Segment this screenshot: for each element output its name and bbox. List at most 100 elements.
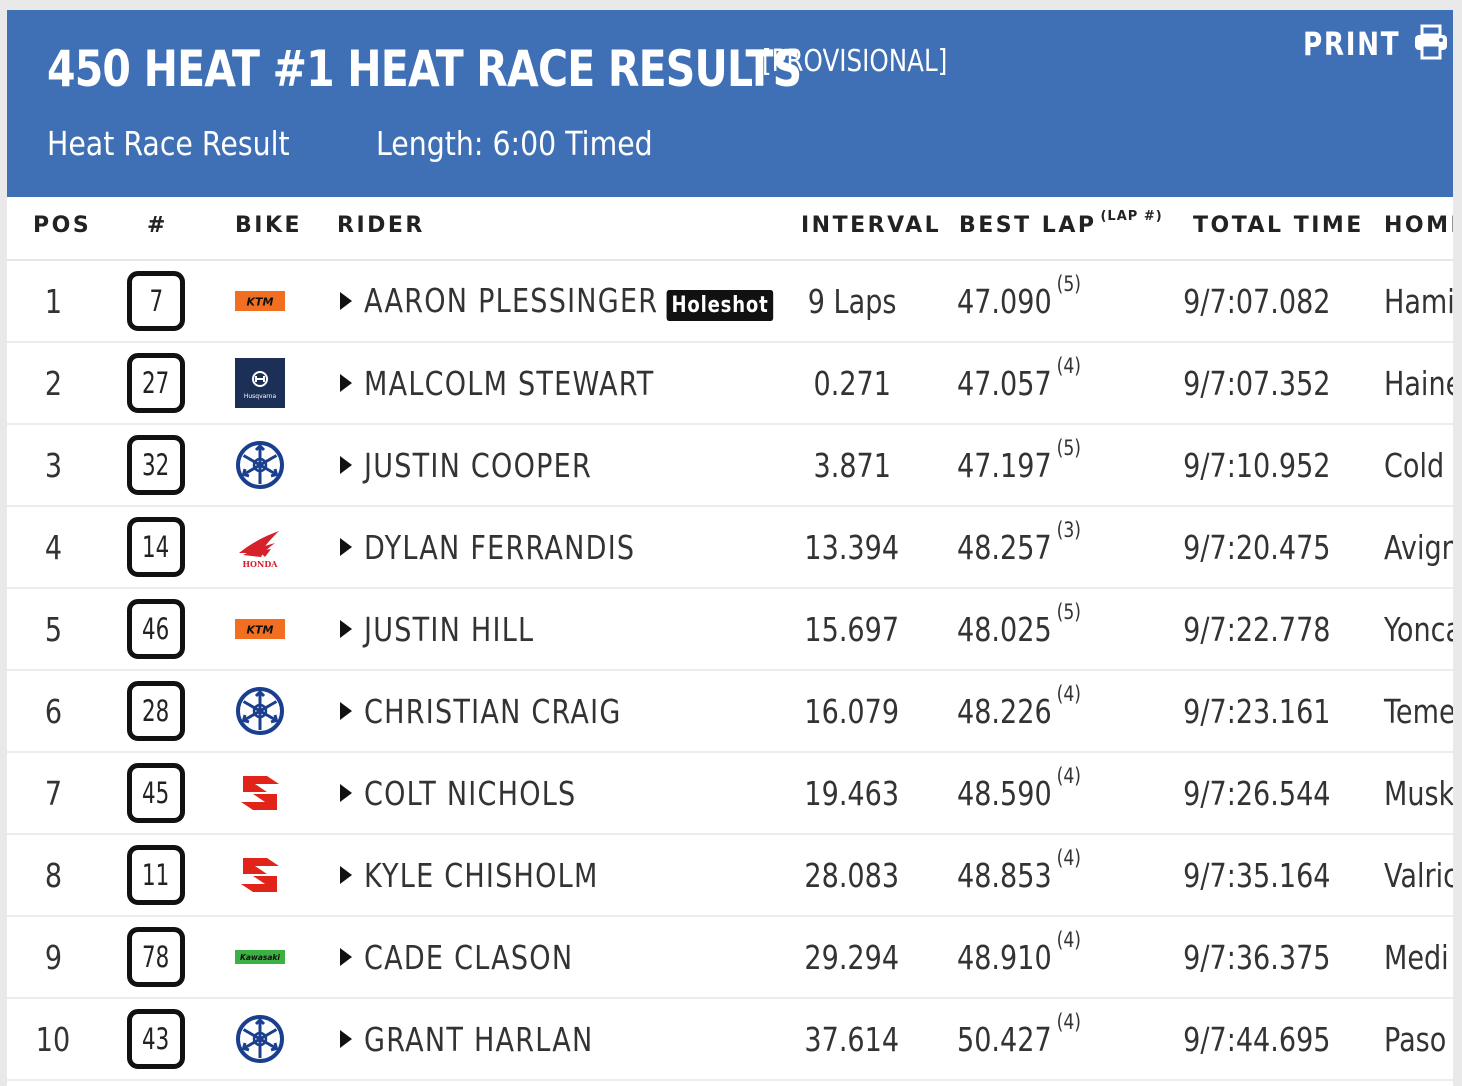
printer-icon [1413, 24, 1449, 64]
bike-logo [235, 439, 285, 491]
rider-cell[interactable]: JUSTIN COOPER [340, 425, 642, 505]
hometown: Hami [1384, 261, 1453, 341]
best-lap-value: 48.226 [957, 691, 1052, 731]
best-lap-number: (4) [1056, 763, 1081, 788]
rider-label-wrap: CHRISTIAN CRAIG [364, 692, 622, 731]
best-lap: 48.910 (4) [957, 917, 1157, 997]
rider-cell[interactable]: JUSTIN HILL [340, 589, 572, 669]
expand-triangle-icon[interactable] [340, 948, 352, 966]
bike-logo [235, 1013, 285, 1065]
table-row: 9 78 Kawasaki CADE CLASON 29.294 48.910(… [7, 917, 1453, 999]
total-time: 9/7:36.375 [1167, 917, 1347, 997]
kawasaki-logo-icon: Kawasaki [235, 950, 285, 964]
expand-triangle-icon[interactable] [340, 866, 352, 884]
expand-triangle-icon[interactable] [340, 702, 352, 720]
interval-value: 16.079 [804, 691, 900, 731]
print-button[interactable]: PRINT [1303, 24, 1449, 64]
rider-name[interactable]: JUSTIN COOPER [364, 445, 593, 485]
expand-triangle-icon[interactable] [340, 784, 352, 802]
col-hometown: HOMET [1384, 213, 1453, 238]
rider-name[interactable]: JUSTIN HILL [364, 609, 535, 649]
rider-name[interactable]: KYLE CHISHOLM [364, 855, 599, 895]
best-lap-wrap: 47.197 (5) [957, 436, 1081, 485]
expand-triangle-icon[interactable] [340, 538, 352, 556]
rider-cell[interactable]: CADE CLASON [340, 917, 619, 997]
rider-number-value: 46 [142, 612, 170, 646]
total-time-value: 9/7:07.082 [1183, 281, 1331, 321]
rider-cell[interactable]: MALCOLM STEWART [340, 343, 718, 423]
best-lap-wrap: 48.025 (5) [957, 600, 1081, 649]
col-total-time: TOTAL TIME [1193, 213, 1364, 238]
rider-label-wrap: AARON PLESSINGER Holeshot [364, 281, 774, 321]
rider-cell[interactable]: GRANT HARLAN [340, 999, 644, 1079]
col-rider: RIDER [337, 213, 425, 238]
rider-name[interactable]: AARON PLESSINGER [364, 281, 659, 320]
best-lap: 50.427 (4) [957, 999, 1157, 1079]
interval-value: 13.394 [804, 527, 900, 567]
interval: 0.271 [777, 343, 927, 423]
col-bike: BIKE [235, 213, 303, 238]
col-pos: POS [33, 213, 92, 238]
holeshot-badge: Holeshot [666, 290, 774, 321]
rider-number-value: 78 [142, 940, 170, 974]
position-value: 10 [35, 1019, 71, 1059]
hometown-value: Yonca [1384, 609, 1453, 649]
expand-triangle-icon[interactable] [340, 620, 352, 638]
rider-name[interactable]: MALCOLM STEWART [364, 363, 655, 403]
rider-name[interactable]: COLT NICHOLS [364, 773, 577, 813]
expand-triangle-icon[interactable] [340, 292, 352, 310]
best-lap: 48.590 (4) [957, 753, 1157, 833]
rider-number-value: 7 [149, 284, 163, 318]
best-lap: 47.090 (5) [957, 261, 1157, 341]
hometown-value: Avign [1384, 527, 1453, 567]
rider-number: 43 [127, 1009, 185, 1069]
total-time-value: 9/7:23.161 [1183, 691, 1331, 731]
rider-cell[interactable]: CHRISTIAN CRAIG [340, 671, 678, 751]
best-lap: 48.025 (5) [957, 589, 1157, 669]
expand-triangle-icon[interactable] [340, 374, 352, 392]
position-value: 8 [44, 855, 62, 895]
result-type: Heat Race Result [47, 124, 290, 163]
col-best-lap: BEST LAP (LAP #) [959, 209, 1163, 238]
expand-triangle-icon[interactable] [340, 456, 352, 474]
rider-cell[interactable]: DYLAN FERRANDIS [340, 507, 695, 587]
rider-number: 45 [127, 763, 185, 823]
hometown: Medi [1384, 917, 1453, 997]
interval: 19.463 [777, 753, 927, 833]
rider-cell[interactable]: COLT NICHOLS [340, 753, 623, 833]
hometown: Musk [1384, 753, 1453, 833]
expand-triangle-icon[interactable] [340, 1030, 352, 1048]
hometown: Avign [1384, 507, 1453, 587]
rider-label-wrap: DYLAN FERRANDIS [364, 528, 635, 567]
rider-label-wrap: MALCOLM STEWART [364, 364, 655, 403]
best-lap-number: (4) [1056, 353, 1081, 378]
hometown-value: Haine [1384, 363, 1453, 403]
position: 4 [7, 507, 99, 587]
rider-name[interactable]: GRANT HARLAN [364, 1019, 594, 1059]
rider-number: 28 [127, 681, 185, 741]
best-lap-number: (4) [1056, 845, 1081, 870]
col-number: # [147, 213, 168, 238]
results-table-body: 1 7 KTM AARON PLESSINGER Holeshot 9 Laps … [7, 261, 1453, 1081]
best-lap-number: (5) [1056, 435, 1081, 460]
honda-logo-icon: HONDA [239, 531, 279, 569]
position-value: 6 [44, 691, 62, 731]
total-time: 9/7:26.544 [1167, 753, 1347, 833]
table-row: 8 11 KYLE CHISHOLM 28.083 48.853 (4) 9/7:… [7, 835, 1453, 917]
ktm-logo-icon: KTM [235, 619, 285, 639]
yamaha-logo-icon [236, 441, 284, 489]
best-lap-number: (3) [1056, 517, 1081, 542]
rider-name[interactable]: CADE CLASON [364, 937, 574, 977]
best-lap-value: 47.057 [957, 363, 1052, 403]
rider-cell[interactable]: KYLE CHISHOLM [340, 835, 650, 915]
rider-label-wrap: KYLE CHISHOLM [364, 856, 599, 895]
rider-name[interactable]: CHRISTIAN CRAIG [364, 691, 622, 731]
position: 7 [7, 753, 99, 833]
rider-cell[interactable]: AARON PLESSINGER Holeshot [340, 261, 863, 341]
hometown-value: Teme [1384, 691, 1453, 731]
position: 3 [7, 425, 99, 505]
print-label: PRINT [1303, 25, 1401, 63]
total-time: 9/7:07.352 [1167, 343, 1347, 423]
best-lap: 48.853 (4) [957, 835, 1157, 915]
rider-name[interactable]: DYLAN FERRANDIS [364, 527, 636, 567]
